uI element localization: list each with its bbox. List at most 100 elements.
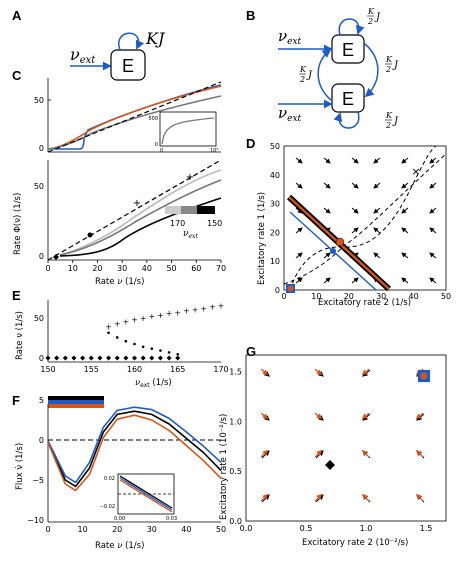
colorbar-seg-2 bbox=[181, 206, 197, 214]
d-field-arrow bbox=[429, 277, 437, 284]
f-inset-blue bbox=[119, 477, 173, 511]
c-top-ytick-50: 50 bbox=[34, 96, 44, 105]
self-loop-bottom bbox=[333, 111, 360, 129]
svg-text:K: K bbox=[385, 111, 393, 120]
g-field-arrow-orange bbox=[361, 412, 370, 420]
d-field-arrow bbox=[323, 157, 331, 164]
d-field-arrow bbox=[295, 207, 303, 214]
e-dot-point bbox=[150, 347, 154, 350]
g-ytick: 0.5 bbox=[229, 467, 242, 476]
d-xlabel: Excitatory rate 2 (1/s) bbox=[318, 298, 411, 308]
e-ytick-0: 0 bbox=[39, 354, 44, 363]
panel-label-c: C bbox=[12, 68, 22, 83]
e-diamond-point bbox=[114, 355, 120, 361]
panel-label-b: B bbox=[246, 8, 255, 23]
weight-label-right: K 2 J bbox=[385, 55, 399, 74]
cross-arrow-right bbox=[364, 43, 379, 98]
f-inset-orange bbox=[119, 479, 173, 513]
e-xtick: 165 bbox=[170, 365, 185, 374]
d-field-arrow bbox=[323, 252, 331, 259]
c-ylabel: Rate Φ(ν) (1/s) bbox=[13, 193, 23, 255]
e-dot-point bbox=[176, 352, 180, 356]
d-field-arrow bbox=[429, 227, 437, 234]
g-field-arrow-orange bbox=[361, 493, 370, 502]
e-diamond-point bbox=[80, 355, 86, 361]
d-fixed-point-orange bbox=[335, 237, 345, 247]
input-label: νext bbox=[70, 45, 96, 66]
d-xtick: 20 bbox=[344, 292, 354, 301]
d-field-arrow bbox=[401, 207, 409, 214]
svg-text:K: K bbox=[385, 55, 393, 64]
d-field-arrow bbox=[401, 252, 409, 259]
d-field-arrow bbox=[373, 207, 381, 214]
d-field-arrow bbox=[295, 227, 303, 234]
g-xtick: 1.0 bbox=[360, 524, 373, 533]
d-field-arrow bbox=[401, 227, 409, 234]
f-flux-curve bbox=[47, 406, 222, 484]
d-field-arrow bbox=[351, 207, 359, 214]
f-xtick: 30 bbox=[147, 525, 157, 534]
c-bottom-ytick-0: 0 bbox=[39, 252, 44, 261]
e-ytick-50: 50 bbox=[34, 314, 44, 323]
c-xtick: 50 bbox=[166, 264, 176, 273]
d-field-arrow bbox=[351, 227, 359, 234]
e-xticks: 150 155 160 165 170 bbox=[40, 365, 228, 374]
e-plus-point: + bbox=[140, 314, 147, 323]
g-xlabel: Excitatory rate 2 (10⁻²/s) bbox=[302, 538, 408, 548]
e-diamond-point bbox=[157, 355, 163, 361]
d-field-arrow bbox=[401, 157, 409, 164]
g-field-arrow-orange bbox=[361, 449, 370, 458]
e-xlabel: νext (1/s) bbox=[135, 378, 172, 389]
d-ytick: 10 bbox=[270, 257, 280, 266]
self-loop-arrow bbox=[118, 32, 145, 51]
g-field-arrow-orange bbox=[415, 412, 424, 420]
d-field-arrow bbox=[351, 182, 359, 189]
colorbar-seg-3 bbox=[197, 206, 215, 214]
input-label-bottom: νext bbox=[278, 104, 302, 124]
c-inset-curve bbox=[161, 117, 215, 145]
g-xtick: 0.5 bbox=[300, 524, 313, 533]
e-plus-point: + bbox=[157, 311, 164, 320]
c-plus-marker-2: + bbox=[186, 172, 194, 183]
g-field-arrow-orange bbox=[260, 412, 269, 420]
d-ytick: 30 bbox=[270, 200, 280, 209]
d-field-arrow bbox=[373, 227, 381, 234]
e-diamond-point bbox=[88, 355, 94, 361]
svg-text:2: 2 bbox=[299, 75, 305, 84]
g-field-arrow-orange bbox=[314, 449, 323, 458]
panel-label-a: A bbox=[12, 8, 22, 23]
d-field-arrow bbox=[373, 157, 381, 164]
input-label-top: νext bbox=[278, 27, 302, 47]
c-plus-marker: + bbox=[133, 198, 141, 209]
g-field-arrow-orange bbox=[314, 412, 323, 420]
weight-label-bottom: K 2 J bbox=[385, 111, 399, 130]
d-field-arrow bbox=[323, 277, 331, 284]
c-inset-ytick-0: 0 bbox=[155, 142, 158, 148]
d-field-arrow bbox=[373, 182, 381, 189]
d-field-arrow bbox=[401, 277, 409, 284]
c-bottom-plot: 50 0 0 10 20 30 40 50 60 70 + + 170 150 νext bbox=[34, 159, 226, 273]
f-inset-ytick-bottom: −0.02 bbox=[100, 504, 115, 510]
e-diamond-point bbox=[140, 355, 146, 361]
f-flux-curves bbox=[47, 406, 222, 492]
e-xtick: 170 bbox=[213, 365, 228, 374]
e-xtick: 150 bbox=[40, 365, 55, 374]
c-inset-xtick-0: 0 bbox=[160, 148, 163, 154]
panel-label-f: F bbox=[12, 393, 20, 408]
node-label: E bbox=[122, 56, 134, 76]
c-xtick: 30 bbox=[117, 264, 127, 273]
d-ytick: 40 bbox=[270, 171, 280, 180]
f-ytick: −5 bbox=[32, 476, 44, 485]
c-bottom-ytick-50: 50 bbox=[34, 182, 44, 191]
node-e bbox=[110, 49, 146, 81]
svg-text:J: J bbox=[392, 60, 399, 71]
g-field-arrow-orange bbox=[314, 493, 323, 502]
d-field-arrow bbox=[429, 207, 437, 214]
e-bifurcation-points: + + + + + + + + + + + + + + bbox=[45, 302, 224, 361]
node-e2-label: E bbox=[342, 89, 354, 109]
e-plus-point: + bbox=[148, 312, 155, 321]
g-axes-box bbox=[245, 354, 447, 522]
d-field-arrow bbox=[295, 252, 303, 259]
